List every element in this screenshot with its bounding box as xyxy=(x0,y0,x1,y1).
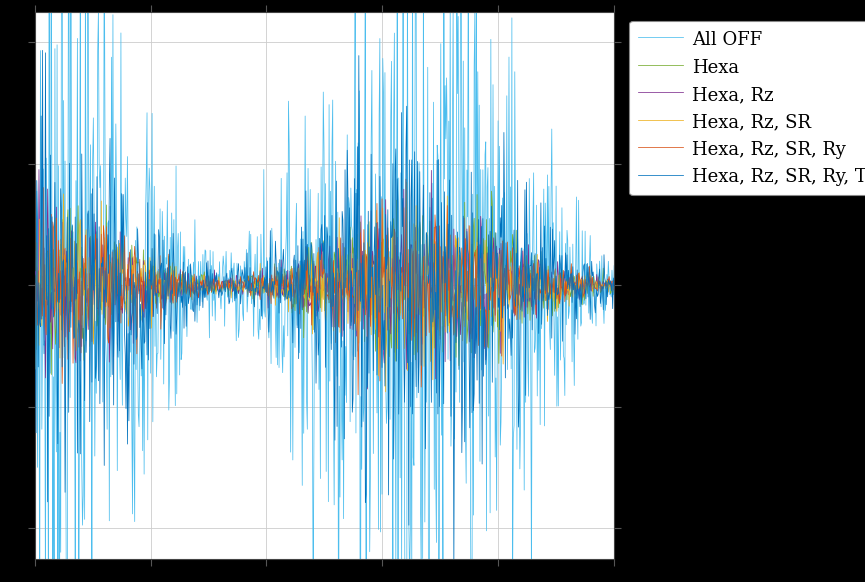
Hexa, Rz, SR, Ry xyxy=(530,278,541,285)
Hexa, Rz xyxy=(609,283,619,290)
Hexa, Rz, SR, Ry, Ty xyxy=(29,242,40,249)
Hexa, Rz, SR, Ry xyxy=(65,281,75,288)
Hexa xyxy=(382,322,393,329)
Hexa, Rz, SR, Ry, Ty xyxy=(382,254,393,261)
All OFF xyxy=(382,404,393,411)
Hexa, Rz, SR, Ry xyxy=(609,277,619,284)
Hexa xyxy=(530,292,541,299)
Hexa, Rz, SR xyxy=(29,268,40,275)
Hexa xyxy=(46,371,56,378)
All OFF xyxy=(400,481,410,488)
Hexa, Rz, SR xyxy=(609,283,619,290)
Hexa, Rz, SR xyxy=(471,304,481,311)
Hexa, Rz, SR, Ry xyxy=(471,264,481,271)
Hexa, Rz xyxy=(471,282,481,289)
Hexa, Rz, SR xyxy=(400,345,410,352)
Hexa, Rz, SR xyxy=(401,179,412,186)
Hexa, Rz, SR xyxy=(65,244,75,251)
Hexa, Rz xyxy=(530,289,541,296)
Hexa, Rz, SR, Ry xyxy=(367,252,377,259)
Hexa, Rz, SR, Ry xyxy=(29,329,40,336)
All OFF xyxy=(65,394,75,401)
Line: Hexa, Rz, SR, Ry, Ty: Hexa, Rz, SR, Ry, Ty xyxy=(35,51,614,569)
Line: Hexa: Hexa xyxy=(35,191,614,375)
Hexa, Rz, SR, Ry, Ty xyxy=(530,250,541,257)
Hexa, Rz, SR, Ry, Ty xyxy=(37,47,48,54)
Hexa, Rz, SR, Ry xyxy=(382,262,393,269)
All OFF xyxy=(471,336,481,343)
Hexa, Rz, SR, Ry, Ty xyxy=(66,324,76,331)
Hexa xyxy=(400,296,410,303)
Hexa xyxy=(29,278,40,285)
Hexa, Rz, SR xyxy=(381,388,391,395)
All OFF xyxy=(609,262,619,269)
Hexa, Rz, SR, Ry xyxy=(400,176,411,183)
Line: Hexa, Rz, SR, Ry: Hexa, Rz, SR, Ry xyxy=(35,179,614,395)
Hexa, Rz, SR, Ry, Ty xyxy=(471,350,481,357)
All OFF xyxy=(530,345,541,352)
Hexa, Rz, SR, Ry, Ty xyxy=(609,283,619,290)
Hexa, Rz xyxy=(34,166,44,173)
All OFF xyxy=(367,67,377,74)
Hexa, Rz xyxy=(29,276,40,283)
Hexa, Rz xyxy=(368,248,378,255)
Hexa, Rz, SR, Ry, Ty xyxy=(367,273,377,280)
Hexa, Rz, SR xyxy=(366,331,376,338)
Line: Hexa, Rz, SR: Hexa, Rz, SR xyxy=(35,182,614,392)
Hexa, Rz, SR, Ry xyxy=(353,391,363,398)
Line: All OFF: All OFF xyxy=(35,0,614,582)
Hexa xyxy=(486,187,497,194)
Hexa, Rz, SR, Ry, Ty xyxy=(449,566,459,573)
Hexa, Rz, SR, Ry, Ty xyxy=(400,399,410,406)
Hexa xyxy=(66,303,76,310)
Hexa, Rz, SR xyxy=(530,281,541,288)
Hexa, Rz xyxy=(400,266,410,273)
Hexa xyxy=(609,281,619,288)
Hexa xyxy=(367,264,377,271)
Hexa xyxy=(470,252,480,259)
Legend: All OFF, Hexa, Hexa, Rz, Hexa, Rz, SR, Hexa, Rz, SR, Ry, Hexa, Rz, SR, Ry, Ty: All OFF, Hexa, Hexa, Rz, Hexa, Rz, SR, H… xyxy=(629,21,865,196)
Hexa, Rz, SR xyxy=(382,237,393,244)
Hexa, Rz xyxy=(362,385,373,392)
Line: Hexa, Rz: Hexa, Rz xyxy=(35,169,614,389)
Hexa, Rz xyxy=(382,269,393,276)
Hexa, Rz xyxy=(66,308,76,315)
Hexa, Rz, SR, Ry xyxy=(400,271,410,278)
